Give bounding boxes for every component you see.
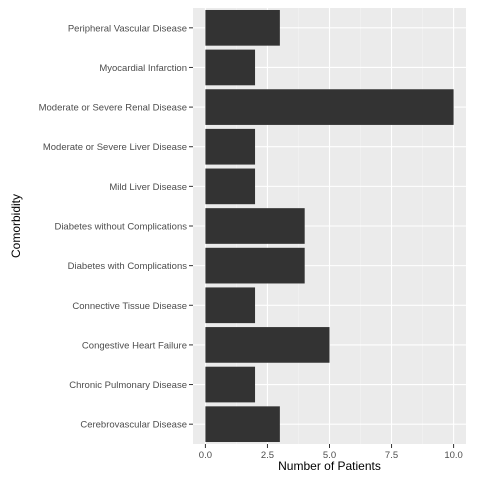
y-tick-label: Moderate or Severe Liver Disease (43, 142, 187, 153)
bar (205, 208, 305, 244)
bar (205, 128, 256, 165)
y-tick-label: Diabetes without Complications (54, 222, 187, 233)
x-tick-label: 5.0 (323, 450, 336, 461)
bars (205, 9, 454, 443)
bar (205, 287, 256, 324)
bar (205, 49, 256, 86)
y-tick-label: Congestive Heart Failure (82, 340, 187, 351)
bar (205, 168, 256, 205)
bar (205, 247, 305, 284)
x-tick-label: 0.0 (199, 450, 212, 461)
y-axis: Peripheral Vascular Disease Myocardial In… (39, 23, 193, 431)
y-tick-label: Mild Liver Disease (109, 182, 187, 193)
y-tick-label: Connective Tissue Disease (72, 301, 187, 312)
x-tick-label: 2.5 (261, 450, 274, 461)
gridlines (193, 8, 466, 444)
x-axis-title: Number of Patients (278, 459, 381, 473)
x-tick-label: 7.5 (385, 450, 398, 461)
y-tick-label: Peripheral Vascular Disease (68, 23, 187, 34)
bar (205, 406, 280, 443)
bar (205, 89, 454, 125)
bar (205, 327, 330, 363)
bar (205, 9, 280, 46)
y-tick-label: Diabetes with Complications (68, 261, 188, 272)
y-tick-label: Myocardial Infarction (99, 63, 187, 74)
bar (205, 366, 256, 403)
y-tick-label: Moderate or Severe Renal Disease (39, 103, 187, 114)
y-axis-title: Comorbidity (9, 194, 23, 258)
x-axis: 0.0 2.5 5.0 7.5 10.0 (199, 444, 463, 461)
x-tick-label: 10.0 (444, 450, 463, 461)
y-tick-label: Chronic Pulmonary Disease (69, 380, 187, 391)
y-tick-label: Cerebrovascular Disease (80, 420, 187, 431)
